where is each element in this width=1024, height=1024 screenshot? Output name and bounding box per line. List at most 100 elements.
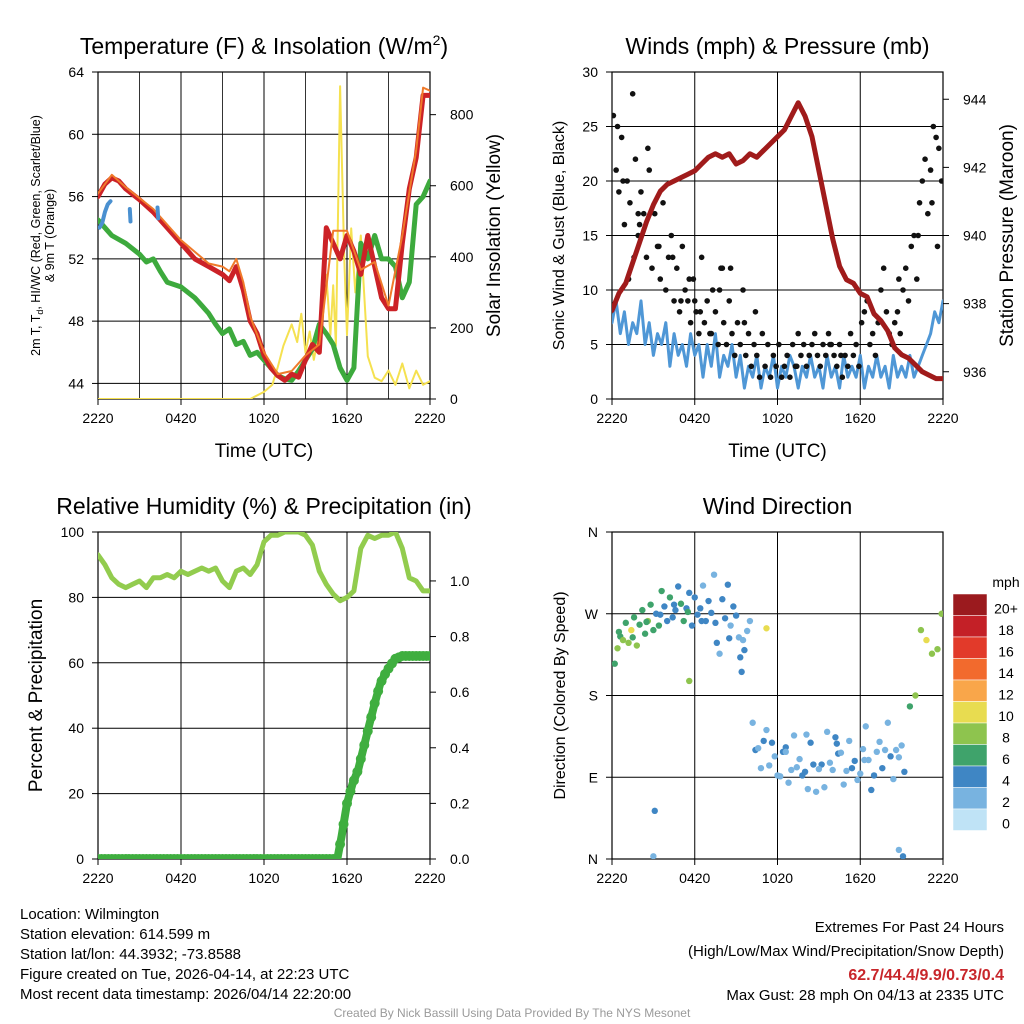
gust-point: [781, 363, 788, 370]
direction-point: [675, 583, 682, 590]
direction-point: [917, 626, 925, 634]
y-label-rest: , HI/WC (Red, Green, Scarlet/Blue): [29, 115, 43, 310]
colorbar-swatch: [952, 593, 988, 616]
gust-point: [784, 352, 790, 359]
x-tick-label: 2220: [596, 410, 627, 426]
direction-point: [768, 739, 776, 746]
direction-point: [859, 745, 867, 753]
gust-point: [872, 352, 879, 359]
y-tick-label: W: [585, 606, 599, 622]
direction-point: [782, 748, 789, 756]
colorbar-title: mph: [992, 574, 1019, 590]
direction-point: [807, 739, 814, 746]
direction-point: [698, 617, 705, 625]
gust-point: [896, 276, 902, 282]
colorbar-label: 6: [1002, 751, 1010, 767]
precip-point: [366, 712, 377, 723]
y-tick-label: 60: [68, 655, 84, 671]
direction-point: [832, 734, 839, 741]
panel-rh: 2220 0420 1020 1620 2220 0 20 40 60 80 100 0.0 0.2 0.…: [26, 493, 472, 886]
direction-point: [712, 619, 719, 627]
gust-point: [698, 254, 705, 261]
direction-point: [777, 773, 784, 780]
y2-tick-label: 800: [450, 107, 474, 123]
gust-point: [817, 363, 824, 370]
y2-tick-label: 0.0: [450, 851, 470, 867]
y2-tick-label: 0.8: [450, 629, 470, 645]
colorbar-label: 2: [1002, 794, 1010, 810]
precip-point: [369, 698, 380, 709]
direction-point: [810, 761, 817, 768]
gust-point: [831, 352, 837, 359]
x-tick-label: 0420: [679, 410, 710, 426]
precip-point: [373, 686, 384, 697]
direction-point: [641, 630, 649, 637]
series-hi-wc-blue-3: [155, 205, 161, 221]
figure-canvas: 2220 0420 1020 1620 222044485256606402004006…: [26, 32, 1020, 886]
direction-point: [636, 621, 643, 628]
y-tick-label: N: [588, 524, 598, 540]
gust-point: [727, 265, 734, 272]
direction-point: [643, 618, 650, 626]
direction-point: [804, 785, 812, 793]
direction-point: [928, 650, 936, 657]
y-axis-label: Direction (Colored By Speed): [552, 591, 569, 799]
x-tick-label: 2220: [414, 870, 445, 886]
precip-point: [338, 819, 349, 830]
gust-point: [629, 91, 636, 97]
gust-point: [708, 330, 715, 337]
direction-point: [705, 597, 712, 605]
direction-point: [840, 781, 847, 788]
precip-point: [362, 726, 373, 737]
wind-series: [612, 91, 943, 390]
gust-point: [640, 210, 647, 217]
x-tick-label: 1620: [331, 410, 362, 426]
direction-point: [633, 642, 641, 649]
direction-point: [754, 744, 762, 752]
x-tick-label: 2220: [82, 410, 113, 426]
gust-point: [839, 374, 846, 381]
precip-point: [425, 651, 430, 662]
gust-point: [734, 319, 741, 326]
x-tick-label: 2220: [414, 410, 445, 426]
y-tick-label: 20: [582, 173, 598, 189]
precip-point: [359, 739, 370, 750]
direction-point: [899, 853, 907, 859]
x-tick-label: 2220: [596, 870, 627, 886]
y-axis-label: Percent & Precipitation: [26, 599, 47, 792]
gust-point: [756, 374, 763, 381]
direction-point: [691, 594, 698, 601]
y-tick-label: S: [589, 688, 598, 704]
gust-point: [621, 221, 628, 228]
gust-point: [668, 232, 675, 239]
station-elevation: Station elevation: 614.599 m: [20, 926, 211, 943]
credit-line: Created By Nick Bassill Using Data Provi…: [333, 1006, 691, 1020]
direction-point: [749, 719, 756, 726]
gust-point: [719, 265, 726, 272]
y2-tick-label: 936: [963, 364, 987, 380]
gust-point: [726, 298, 733, 304]
direction-point: [719, 596, 726, 603]
direction-point: [639, 606, 646, 614]
x-tick-label: 0420: [165, 410, 196, 426]
colorbar-swatch: [952, 636, 988, 659]
y-tick-label: 30: [582, 64, 598, 80]
colorbar-swatch: [952, 615, 988, 638]
direction-point: [887, 753, 894, 760]
direction-point: [663, 617, 671, 625]
direction-point: [658, 587, 665, 595]
y2-tick-label: 0: [450, 391, 458, 407]
rh-series: [98, 532, 430, 859]
extremes-values: 62.7/44.4/9.9/0.73/0.4: [848, 967, 1004, 984]
y-label-subscript: d: [35, 310, 45, 315]
gust-point: [627, 200, 633, 206]
gust-point: [687, 319, 694, 326]
gust-point: [936, 145, 942, 152]
max-gust: Max Gust: 28 mph On 04/13 at 2335 UTC: [726, 987, 1004, 1004]
gust-point: [853, 341, 859, 348]
y2-tick-label: 0.2: [450, 795, 470, 811]
direction-point: [655, 622, 663, 629]
colorbar-label: 12: [998, 687, 1014, 703]
series-relative-humidity: [98, 532, 430, 604]
direction-point: [628, 626, 635, 634]
